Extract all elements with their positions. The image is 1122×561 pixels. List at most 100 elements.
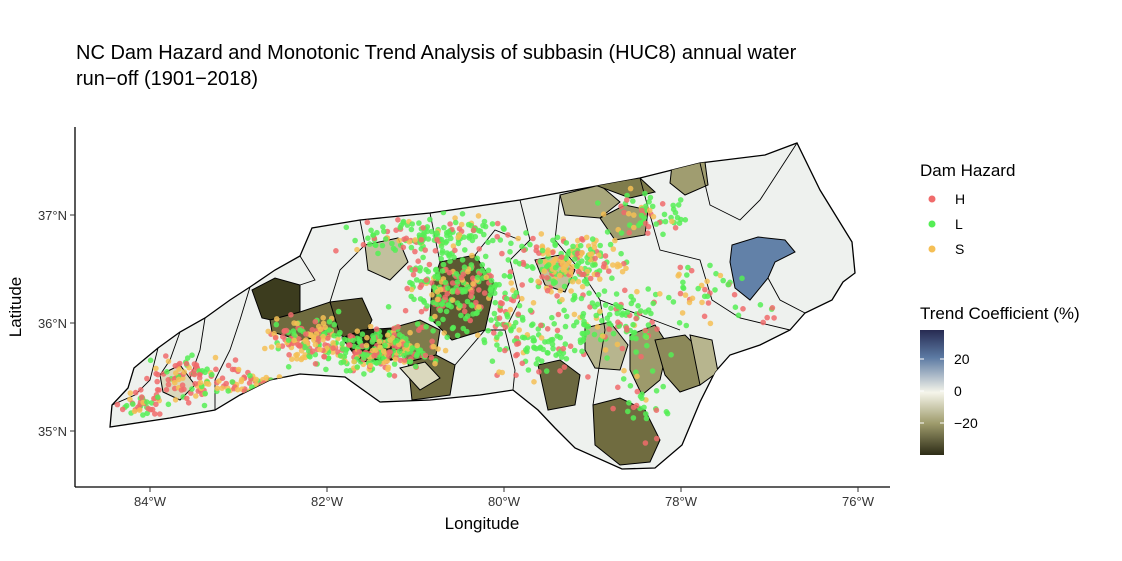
dam-point [645,322,652,328]
dam-point [423,324,429,330]
dam-point [608,305,614,312]
dam-point [225,362,232,369]
dam-point [421,299,428,306]
dam-point [601,261,608,267]
dam-point [303,331,309,337]
dam-point [401,352,407,359]
dam-point [597,242,603,249]
dam-point [360,241,367,248]
dam-point [434,236,440,243]
dam-point [609,275,615,282]
dam-point [551,258,557,264]
dam-point [599,333,606,339]
dam-point [712,287,718,293]
dam-point [601,288,608,294]
dam-point [308,332,315,339]
dam-point [377,333,383,339]
dam-point [354,246,360,253]
dam-point [499,300,505,307]
dam-point [554,333,561,339]
dam-point [613,291,620,297]
dam-point [507,306,514,313]
dam-point [519,282,525,288]
legend-label-s: S [955,241,964,257]
dam-point [545,350,551,356]
dam-points [114,185,777,446]
dam-point [626,400,632,406]
dam-point [627,383,634,389]
dam-point [302,338,309,345]
dam-point [285,337,292,343]
dam-point [396,332,403,338]
dam-point [402,307,409,314]
dam-point [628,293,634,300]
dam-point [412,237,419,243]
dam-point [269,386,276,392]
dam-point [633,335,639,342]
dam-point [387,337,393,343]
dam-point [396,348,403,355]
dam-point [649,368,656,374]
dam-point [563,255,569,262]
dam-point [432,360,438,367]
dam-point [354,364,361,370]
dam-point [333,248,339,254]
dam-point [577,337,584,343]
dam-point [638,353,644,360]
dam-point [234,386,241,393]
dam-point [474,274,481,281]
dam-point [670,299,677,305]
dam-point [444,229,450,236]
dam-point [543,368,550,374]
dam-point [212,354,219,361]
dam-point [699,299,705,306]
dam-point [559,261,566,267]
dam-point [465,268,471,275]
dam-point [661,211,668,218]
dam-point [524,345,531,351]
dam-point [625,210,632,217]
dam-point [507,273,513,280]
dam-point [575,278,582,285]
dam-point [505,232,511,238]
y-tick-label: 36°N [38,316,67,331]
dam-point [165,377,172,383]
dam-point [491,310,498,317]
x-tick-label: 84°W [134,494,167,509]
dam-point [191,371,198,378]
dam-point [503,295,510,302]
dam-point [191,361,198,367]
dam-point [452,247,458,254]
dam-point [470,227,477,234]
dam-point [165,358,172,365]
dam-point [213,366,219,373]
dam-point [403,336,409,342]
dam-point [624,309,631,316]
dam-point [165,401,172,408]
dam-point [441,330,448,336]
dam-point [538,335,545,341]
dam-point [393,337,400,344]
dam-point [470,275,476,282]
dam-point [340,346,346,352]
dam-point [449,280,456,286]
dam-point [247,372,253,379]
dam-point [367,241,373,247]
dam-point [176,376,182,383]
dam-point [423,277,430,283]
dam-point [370,335,377,341]
dam-point [555,311,562,318]
dam-point [633,315,639,322]
subbasin-boundary [329,219,366,303]
dam-point [551,321,557,327]
dam-point [386,353,392,359]
dam-point [568,288,574,294]
dam-point [677,197,684,203]
dam-point [458,274,465,281]
dam-point [631,224,637,231]
dam-point [352,237,358,244]
dam-point [144,410,150,417]
dam-point [186,364,192,371]
dam-point [476,246,483,252]
dam-point [359,343,366,349]
